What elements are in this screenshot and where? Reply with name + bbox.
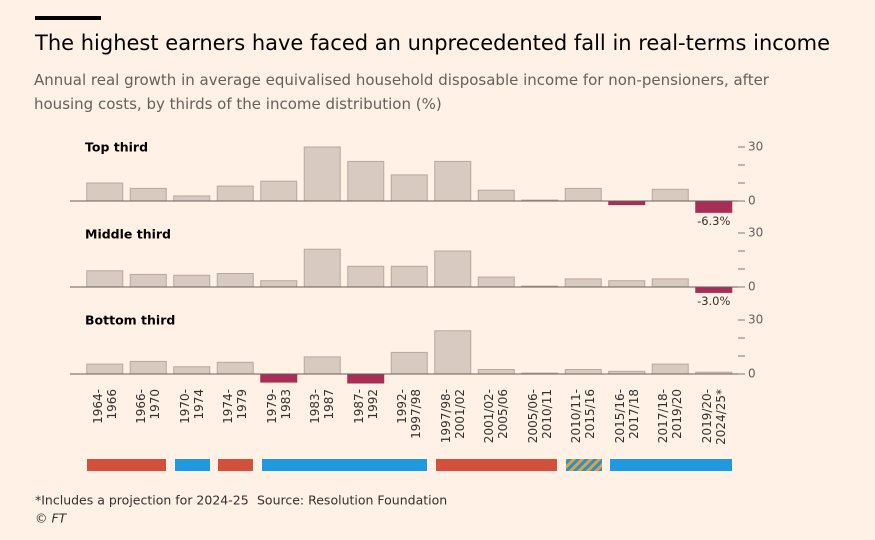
bar [86, 270, 124, 288]
footnote: *Includes a projection for 2024-25 [35, 493, 249, 508]
bar [434, 330, 472, 375]
bar [434, 250, 472, 288]
subtitle: Annual real growth in average equivalise… [34, 71, 769, 113]
government-bands [87, 459, 732, 471]
bar [695, 200, 733, 213]
bar [260, 180, 298, 202]
y-tick-label: 0 [748, 194, 756, 208]
bar [651, 363, 689, 375]
x-tick-label: 2010/11- 2015/16 [569, 389, 598, 444]
x-tick-label: 1974- 1979 [221, 389, 250, 424]
bar [608, 280, 646, 288]
x-tick-label: 1970- 1974 [177, 389, 206, 424]
x-tick-label: 1992- 1997/98 [395, 389, 424, 439]
bar [347, 373, 385, 384]
subtitle-box: Annual real growth in average equivalise… [34, 71, 769, 113]
bar [129, 273, 167, 288]
band-conservative [262, 459, 427, 471]
panel-title: Top third [85, 140, 148, 155]
x-tick-label: 1983- 1987 [308, 389, 337, 424]
y-tick-label: 0 [748, 367, 756, 381]
bar [86, 182, 124, 202]
bar [477, 369, 515, 375]
bar [651, 278, 689, 288]
band-labour [87, 459, 166, 471]
bar [303, 248, 341, 288]
y-tick-label: 0 [748, 280, 756, 294]
x-tick-label: 2019/20- 2024/25* [699, 389, 728, 445]
x-tick-label: 1979- 1983 [264, 389, 293, 424]
bar [390, 351, 428, 375]
bar [564, 369, 602, 375]
x-tick-label: 1997/98- 2001/02 [438, 389, 467, 444]
bar [303, 146, 341, 202]
x-tick-label: 1987- 1992 [351, 389, 380, 424]
bar [477, 189, 515, 202]
bar [477, 276, 515, 288]
x-tick-label: 2015/16- 2017/18 [612, 389, 641, 444]
value-label: -6.3% [697, 214, 730, 228]
x-tick-label: 2017/18- 2019/20 [656, 389, 685, 444]
panel-title: Middle third [85, 227, 171, 242]
bar [260, 280, 298, 288]
title: The highest earners have faced an unprec… [34, 31, 830, 55]
bar [129, 360, 167, 375]
source: Source: Resolution Foundation [257, 493, 447, 508]
bar [347, 160, 385, 202]
band-labour [436, 459, 557, 471]
bar [608, 200, 646, 206]
bar [303, 356, 341, 375]
bar [173, 195, 211, 202]
x-tick-label: 1964- 1966 [90, 389, 119, 424]
bar [216, 185, 254, 202]
bar [260, 373, 298, 383]
bar [86, 363, 124, 375]
panel-title: Bottom third [85, 313, 175, 328]
bar [564, 187, 602, 202]
band-coalition [566, 459, 602, 471]
bar [695, 286, 733, 293]
bar [564, 278, 602, 288]
x-tick-label: 2001/02- 2005/06 [482, 389, 511, 444]
y-tick-label: 30 [748, 140, 763, 154]
band-labour [218, 459, 253, 471]
bar [173, 274, 211, 288]
bar [129, 187, 167, 202]
brand-bar [35, 16, 101, 20]
bar [434, 160, 472, 202]
bar [216, 273, 254, 288]
x-tick-label: 2005/06- 2010/11 [525, 389, 554, 444]
bar [173, 366, 211, 375]
y-tick-label: 30 [748, 313, 763, 327]
bar [390, 174, 428, 202]
bar [390, 265, 428, 288]
band-conservative [610, 459, 732, 471]
value-label: -3.0% [697, 294, 730, 308]
copyright: © FT [35, 511, 68, 526]
band-conservative [175, 459, 210, 471]
bar [347, 265, 385, 288]
bar [216, 361, 254, 375]
x-tick-label: 1966- 1970 [134, 389, 163, 424]
y-tick-label: 30 [748, 226, 763, 240]
bar [651, 188, 689, 202]
